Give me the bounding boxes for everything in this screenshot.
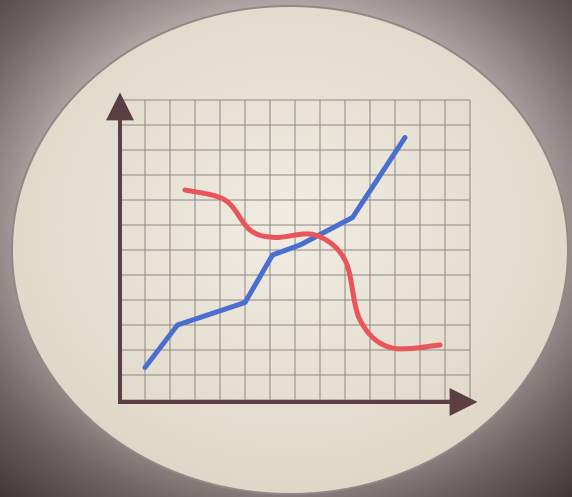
series-line xyxy=(182,187,443,352)
grid xyxy=(119,99,471,401)
series-line xyxy=(142,135,408,370)
lines xyxy=(142,135,443,370)
